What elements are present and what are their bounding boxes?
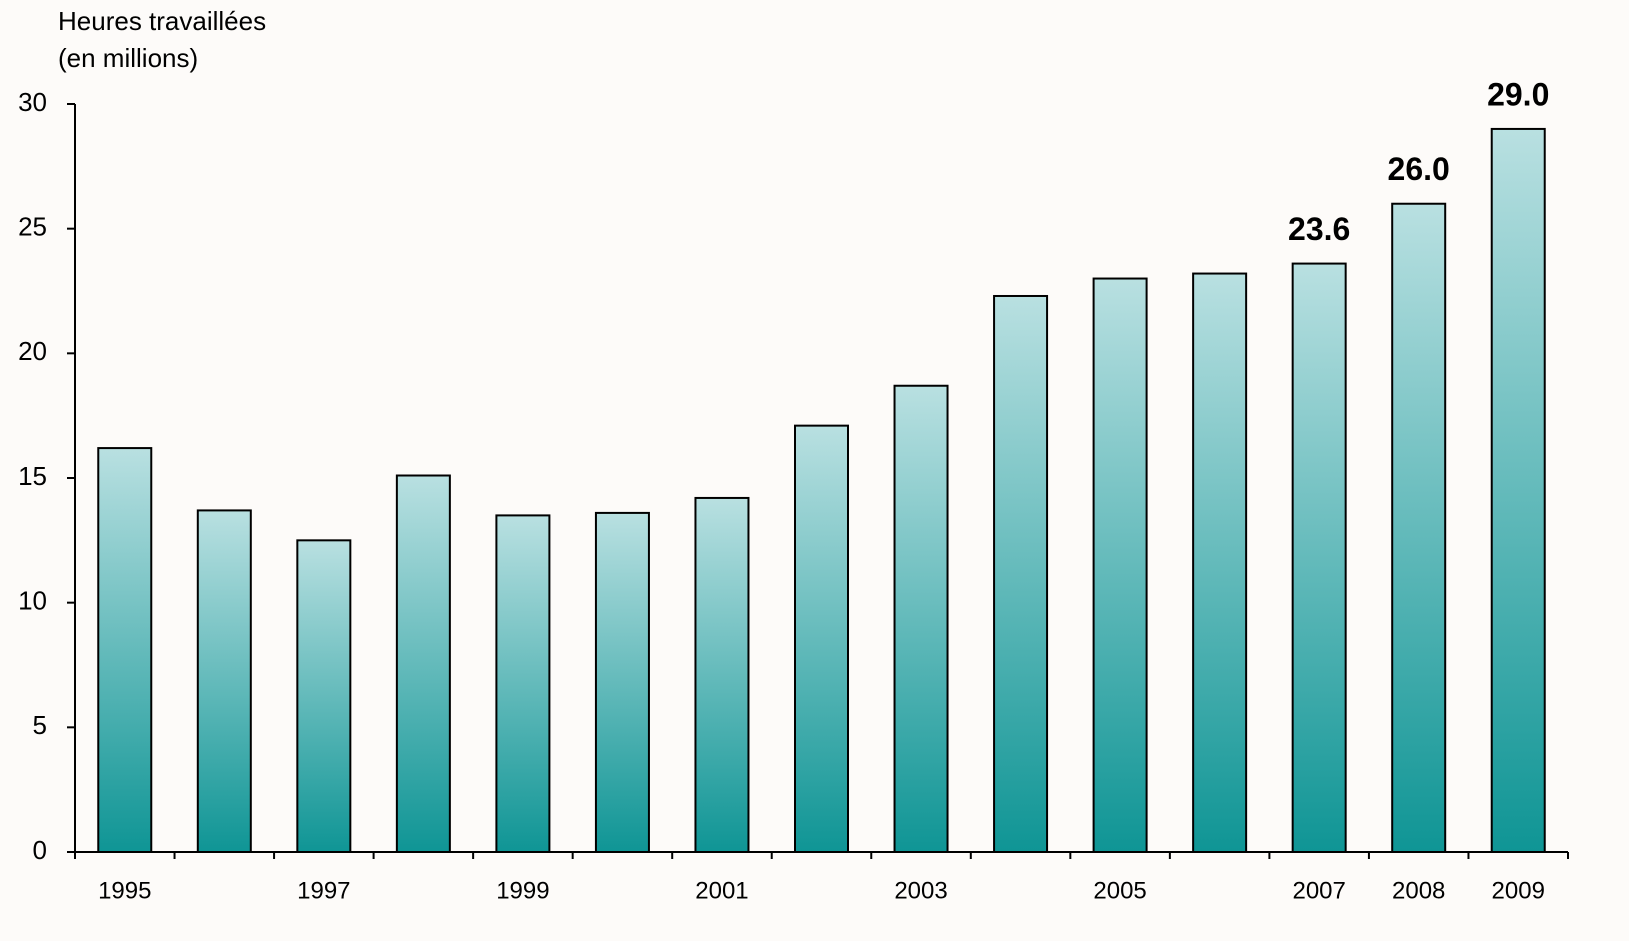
- bar: [495, 514, 551, 854]
- y-tick-label: 0: [33, 835, 47, 865]
- value-label: 23.6: [1288, 211, 1350, 247]
- y-tick-label: 20: [18, 336, 47, 366]
- x-tick-label: 2009: [1492, 877, 1545, 904]
- bar: [594, 511, 650, 853]
- axis-title: (en millions): [58, 43, 198, 73]
- bar: [694, 496, 750, 853]
- x-tick-label: 2008: [1392, 877, 1445, 904]
- y-tick-label: 25: [18, 212, 47, 242]
- x-tick-label: 1995: [98, 877, 151, 904]
- axis-title: Heures travaillées: [58, 6, 266, 36]
- y-tick-label: 15: [18, 461, 47, 491]
- bar: [196, 509, 252, 853]
- bar: [893, 384, 949, 853]
- bar: [1192, 272, 1248, 853]
- bar: [395, 474, 451, 853]
- x-tick-label: 2007: [1292, 877, 1345, 904]
- bar: [296, 539, 352, 853]
- y-tick-label: 30: [18, 87, 47, 117]
- bar: [794, 424, 849, 853]
- bar: [1490, 127, 1546, 853]
- value-label: 29.0: [1487, 76, 1549, 112]
- bar: [1391, 202, 1447, 853]
- x-tick-label: 1997: [297, 877, 350, 904]
- x-tick-label: 1999: [496, 877, 549, 904]
- x-tick-label: 2001: [695, 877, 748, 904]
- bar: [1092, 277, 1148, 853]
- y-tick-label: 5: [33, 710, 47, 740]
- bar: [993, 294, 1049, 853]
- x-tick-label: 2005: [1093, 877, 1146, 904]
- bar: [97, 447, 153, 853]
- x-tick-label: 2003: [894, 877, 947, 904]
- bar: [1291, 262, 1347, 854]
- value-label: 26.0: [1388, 151, 1450, 187]
- y-tick-label: 10: [18, 586, 47, 616]
